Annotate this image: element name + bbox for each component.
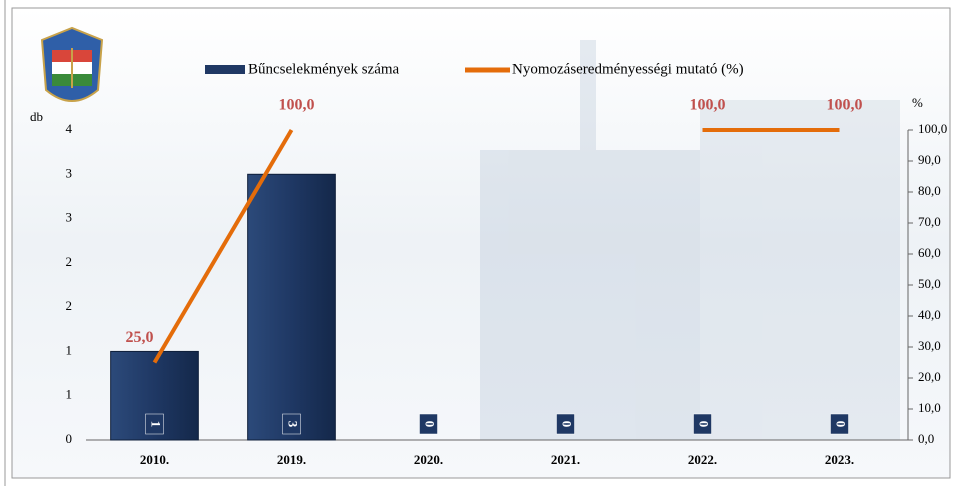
y2-tick-label: 60,0 <box>918 245 941 260</box>
y2-axis-label: % <box>912 95 923 110</box>
data-label-box <box>145 413 164 435</box>
y2-tick-label: 10,0 <box>918 400 941 415</box>
x-tick-label: 2020. <box>414 452 443 467</box>
legend-swatch <box>205 65 245 74</box>
x-tick-label: 2010. <box>140 452 169 467</box>
y-tick-label: 4 <box>66 121 73 136</box>
y-tick-label: 1 <box>66 387 73 402</box>
x-tick-label: 2021. <box>551 452 580 467</box>
bar <box>247 173 336 441</box>
x-tick-label: 2019. <box>277 452 306 467</box>
x-tick-label: 2023. <box>825 452 854 467</box>
y2-tick-label: 40,0 <box>918 307 941 322</box>
data-label-box <box>282 413 301 435</box>
y2-tick-label: 70,0 <box>918 214 941 229</box>
legend-label: Bűncselekmények száma <box>248 61 400 77</box>
data-label: 3 <box>286 421 301 428</box>
building <box>480 40 900 440</box>
y-tick-label: 2 <box>66 298 73 313</box>
data-label-box <box>419 413 438 435</box>
data-label-box <box>693 413 712 435</box>
data-label: 100,0 <box>827 97 863 114</box>
logo <box>40 26 104 102</box>
y2-tick-label: 20,0 <box>918 369 941 384</box>
y-tick-label: 1 <box>66 342 73 357</box>
data-label: 25,0 <box>126 329 154 346</box>
data-label: 100,0 <box>279 97 315 114</box>
data-label: 0 <box>560 421 575 428</box>
data-label: 1 <box>149 421 164 428</box>
data-label-box <box>830 413 849 435</box>
y2-tick-label: 90,0 <box>918 152 941 167</box>
y-axis-label: db <box>30 109 43 124</box>
y2-tick-label: 30,0 <box>918 338 941 353</box>
y2-tick-label: 80,0 <box>918 183 941 198</box>
data-label: 0 <box>697 421 712 428</box>
y-tick-label: 0 <box>66 431 73 446</box>
line <box>152 128 294 364</box>
y-tick-label: 2 <box>66 254 73 269</box>
data-label: 0 <box>423 421 438 428</box>
data-label: 0 <box>834 421 849 428</box>
y2-tick-label: 100,0 <box>918 121 947 136</box>
y2-tick-label: 0,0 <box>918 431 934 446</box>
data-label: 100,0 <box>690 97 726 114</box>
y2-tick-label: 50,0 <box>918 276 941 291</box>
legend-label: Nyomozáseredményességi mutató (%) <box>512 61 744 77</box>
y-tick-label: 3 <box>66 210 73 225</box>
data-label-box <box>556 413 575 435</box>
y-tick-label: 3 <box>66 165 73 180</box>
x-tick-label: 2022. <box>688 452 717 467</box>
